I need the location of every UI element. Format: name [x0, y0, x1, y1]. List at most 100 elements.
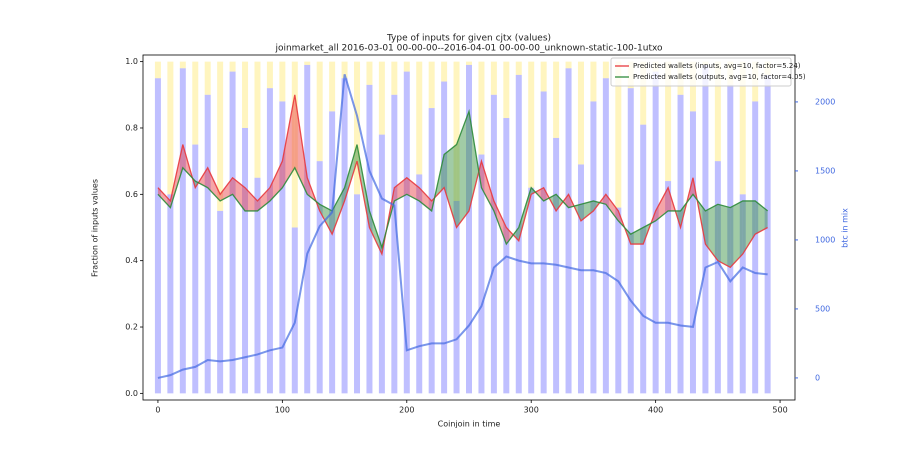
bar — [627, 88, 634, 394]
bar — [727, 84, 734, 394]
fill-between — [742, 200, 756, 255]
bar — [403, 61, 410, 72]
y-tick-label: 0.6 — [125, 190, 138, 199]
y2-tick-label: 1000 — [815, 235, 835, 244]
plot-area — [154, 61, 771, 394]
y2-tick-label: 1500 — [815, 166, 835, 175]
fill-between — [245, 187, 258, 211]
bar — [677, 94, 684, 394]
bar — [702, 64, 709, 394]
bar — [503, 61, 510, 119]
bar — [453, 200, 460, 394]
bar — [553, 61, 560, 138]
bar — [366, 84, 373, 394]
fill-between — [580, 200, 594, 221]
bar — [602, 78, 609, 394]
x-tick-label: 100 — [275, 406, 290, 415]
bar — [714, 161, 721, 394]
bar — [590, 101, 597, 394]
bar — [466, 64, 472, 394]
y2-axis-label: btc in mix — [841, 208, 850, 248]
fill-between — [506, 227, 514, 245]
bar — [441, 81, 448, 394]
fill-between — [493, 200, 507, 245]
bar — [577, 164, 584, 394]
y2-tick-label: 500 — [815, 304, 830, 313]
bar — [154, 61, 161, 79]
bar — [279, 101, 286, 394]
fill-between — [257, 187, 270, 211]
fill-between — [456, 111, 469, 228]
bar — [378, 134, 385, 394]
bar — [403, 71, 410, 394]
bar — [291, 227, 298, 394]
bar — [478, 154, 485, 394]
bar — [391, 94, 398, 394]
bar — [316, 161, 323, 394]
bar — [341, 78, 348, 394]
line — [157, 108, 769, 250]
y-tick-label: 1.0 — [125, 57, 138, 66]
x-tick-label: 300 — [524, 406, 539, 415]
chart-subtitle: joinmarket_all 2016-03-01 00-00-00--2016… — [274, 44, 663, 54]
fill-between — [630, 227, 644, 245]
y-tick-label: 0.0 — [125, 389, 138, 398]
bar — [590, 61, 597, 102]
bar — [242, 61, 249, 128]
bar — [329, 61, 336, 112]
fill-between — [444, 144, 457, 228]
bar — [490, 94, 497, 394]
bar — [291, 61, 298, 228]
bar — [602, 61, 609, 79]
bar — [689, 61, 696, 112]
bar — [441, 61, 448, 82]
bar — [354, 194, 361, 394]
fill-between — [513, 227, 519, 241]
bar — [453, 61, 460, 201]
x-tick-label: 0 — [155, 406, 160, 415]
y-axis-label: Fraction of inputs values — [91, 179, 100, 277]
bar — [428, 108, 435, 394]
bar — [640, 124, 647, 394]
bar — [615, 61, 622, 208]
bar — [391, 61, 398, 95]
bar — [192, 61, 199, 145]
fill-between — [705, 204, 718, 261]
bar — [154, 78, 161, 394]
y-tick-label: 0.2 — [125, 323, 138, 332]
y2-tick-label: 0 — [815, 373, 820, 382]
fill-between — [556, 194, 564, 211]
bar — [615, 207, 622, 394]
bar — [167, 194, 174, 394]
line — [157, 74, 768, 379]
bar — [428, 61, 435, 109]
bar — [179, 68, 186, 394]
y2-tick-label: 2000 — [815, 97, 835, 106]
x-tick-label: 200 — [399, 406, 414, 415]
chart-title: Type of inputs for given cjtx (values) — [386, 34, 551, 44]
line — [157, 94, 768, 269]
bar — [764, 74, 771, 394]
bar — [204, 94, 211, 394]
fill-between — [207, 167, 221, 201]
fill-between — [332, 187, 345, 235]
bar — [540, 91, 547, 394]
bar — [266, 61, 273, 89]
legend-label: Predicted wallets (inputs, avg=10, facto… — [633, 62, 801, 70]
fill-between — [198, 167, 208, 188]
y-tick-label: 0.4 — [125, 256, 138, 265]
bar — [217, 210, 224, 394]
bar — [689, 111, 696, 394]
fill-between — [605, 194, 619, 221]
bar — [179, 61, 186, 69]
fill-between — [535, 187, 544, 201]
bar — [217, 61, 224, 211]
bar — [652, 71, 659, 394]
x-tick-label: 500 — [772, 406, 787, 415]
fill-between — [717, 204, 731, 268]
y-tick-label: 0.8 — [125, 123, 138, 132]
legend-label: Predicted wallets (outputs, avg=10, fact… — [633, 73, 806, 81]
bar — [565, 61, 572, 69]
bar — [316, 61, 323, 162]
